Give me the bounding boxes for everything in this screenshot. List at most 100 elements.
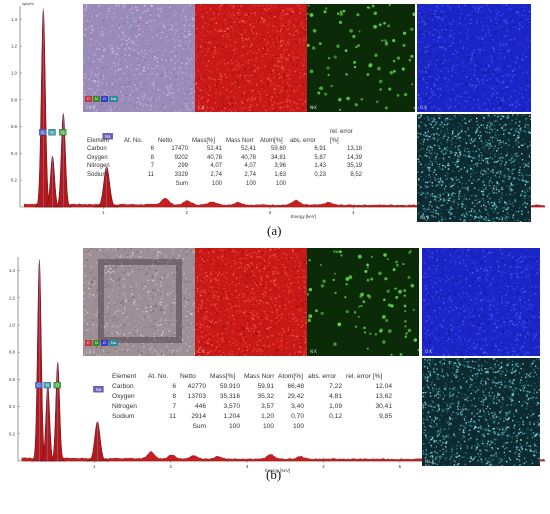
map-pixel — [181, 262, 183, 264]
map-pixel — [195, 47, 197, 49]
map-pixel — [453, 21, 455, 23]
map-pixel — [528, 204, 531, 207]
map-pixel — [470, 6, 472, 9]
map-pixel — [421, 13, 423, 16]
map-dot — [345, 72, 349, 76]
map-pixel — [107, 94, 109, 97]
map-pixel — [457, 91, 459, 93]
map-pixel — [105, 322, 108, 325]
map-pixel — [292, 73, 295, 75]
map-pixel — [154, 50, 156, 52]
map-pixel — [421, 52, 423, 54]
map-pixel — [181, 312, 184, 315]
map-pixel — [283, 86, 286, 88]
map-pixel — [169, 84, 172, 86]
map-pixel — [269, 16, 271, 19]
map-pixel — [185, 16, 187, 18]
map-pixel — [91, 35, 93, 38]
map-pixel — [94, 279, 96, 281]
map-pixel — [89, 16, 91, 18]
map-dot — [338, 108, 342, 111]
map-pixel — [144, 96, 146, 98]
map-pixel — [471, 90, 473, 92]
map-pixel — [103, 49, 105, 51]
map-pixel — [433, 138, 435, 140]
col-rel-error-unit: [%] — [330, 137, 339, 144]
map-pixel — [428, 206, 430, 208]
map-pixel — [138, 71, 140, 73]
map-pixel — [509, 33, 512, 36]
map-pixel — [433, 10, 436, 12]
map-pixel — [180, 71, 183, 73]
map-pixel — [463, 154, 465, 156]
map-pixel — [457, 15, 459, 17]
map-pixel — [523, 108, 526, 110]
map-pixel — [484, 150, 486, 152]
map-pixel — [477, 147, 479, 149]
table-cell: 7 — [150, 163, 154, 170]
map-pixel — [433, 106, 435, 108]
map-pixel — [432, 174, 434, 176]
map-pixel — [211, 50, 213, 52]
map-pixel — [251, 67, 253, 69]
map-pixel — [253, 69, 256, 72]
nitrogen-map-a: N K — [307, 4, 415, 112]
map-pixel — [93, 15, 96, 18]
map-pixel — [460, 175, 463, 177]
map-pixel — [500, 146, 503, 149]
map-pixel — [155, 69, 157, 71]
map-pixel — [502, 82, 504, 84]
map-pixel — [483, 180, 485, 183]
map-pixel — [185, 250, 188, 253]
map-pixel — [445, 27, 448, 29]
map-pixel — [200, 98, 202, 100]
map-pixel — [101, 51, 103, 54]
map-pixel — [103, 19, 105, 21]
map-pixel — [161, 43, 164, 45]
map-pixel — [436, 139, 439, 142]
map-pixel — [475, 216, 477, 218]
map-pixel — [427, 64, 430, 67]
map-pixel — [212, 56, 215, 58]
map-pixel — [216, 83, 218, 85]
map-pixel — [451, 185, 454, 187]
map-pixel — [440, 10, 443, 12]
map-pixel — [268, 103, 271, 105]
table-cell: 14,39 — [346, 154, 362, 161]
map-pixel — [146, 67, 149, 69]
map-pixel — [526, 188, 528, 191]
map-pixel — [128, 67, 131, 70]
map-pixel — [438, 124, 441, 126]
map-pixel — [133, 74, 136, 76]
map-pixel — [181, 51, 183, 53]
table-cell: 100 — [275, 180, 286, 187]
map-pixel — [422, 32, 424, 35]
map-pixel — [497, 154, 499, 156]
map-pixel — [236, 79, 238, 82]
map-pixel — [474, 20, 477, 22]
map-pixel — [457, 134, 459, 136]
map-pixel — [432, 136, 434, 139]
map-pixel — [518, 171, 520, 174]
map-dot — [396, 94, 400, 97]
map-pixel — [188, 92, 190, 95]
map-pixel — [188, 17, 190, 20]
map-pixel — [178, 107, 180, 110]
map-pixel — [479, 131, 481, 133]
map-pixel — [150, 14, 152, 16]
map-pixel — [266, 27, 268, 29]
map-pixel — [293, 10, 295, 13]
map-pixel — [212, 62, 214, 65]
map-dot — [326, 66, 330, 70]
map-pixel — [481, 8, 483, 11]
map-pixel — [455, 161, 458, 163]
map-pixel — [229, 92, 232, 94]
map-pixel — [417, 202, 420, 204]
map-pixel — [127, 273, 130, 276]
map-pixel — [527, 175, 529, 177]
map-pixel — [168, 319, 171, 322]
map-dot — [323, 10, 327, 14]
map-pixel — [483, 127, 486, 129]
map-pixel — [86, 77, 88, 80]
